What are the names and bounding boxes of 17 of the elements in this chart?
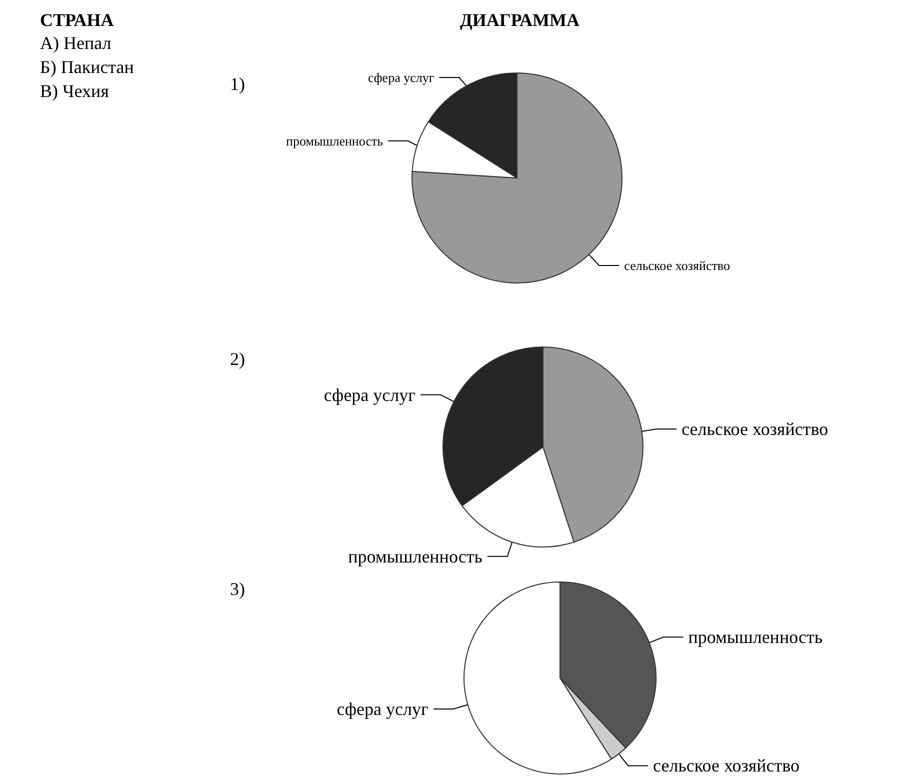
slice-label: сфера услуг [324, 384, 416, 405]
text: СТРАНА [40, 10, 115, 31]
slice-label: сельское хозяйство [653, 756, 800, 776]
text: Б) Пакистан [40, 56, 135, 79]
slice-label: промышленность [688, 627, 823, 648]
slice-label: сфера услуг [368, 70, 434, 85]
slice-label: сфера услуг [336, 698, 428, 719]
chart-title: 1) [230, 74, 245, 94]
slice-label: сельское хозяйство [682, 419, 828, 440]
slice-label: промышленность [348, 546, 482, 566]
chart-title: 2) [230, 349, 245, 369]
text: А) Непал [40, 32, 112, 55]
slice-label: сельское хозяйство [624, 258, 730, 273]
text: В) Чехия [40, 80, 110, 103]
text: ДИАГРАММА [460, 10, 581, 31]
slice-label: промышленность [286, 133, 384, 148]
chart-title: 3) [230, 579, 245, 599]
